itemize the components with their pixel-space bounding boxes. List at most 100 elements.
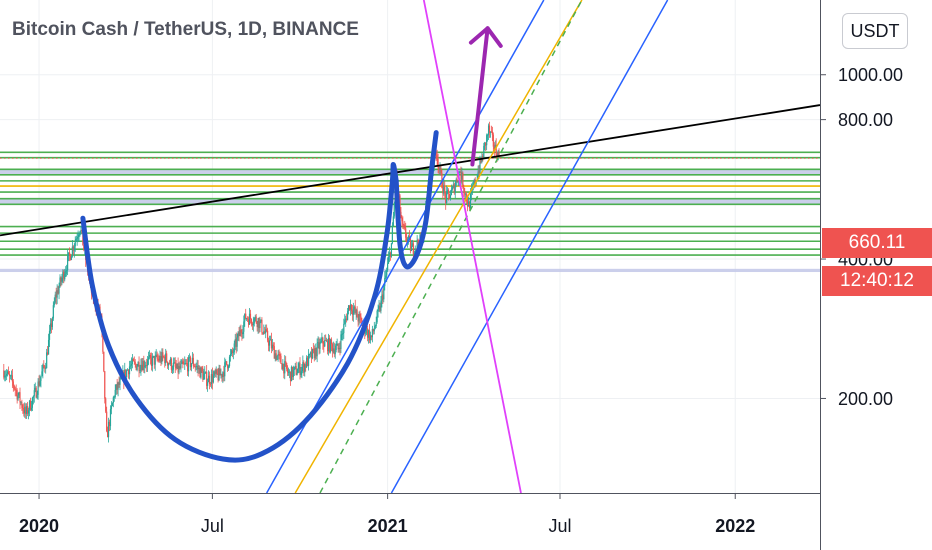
candle-body xyxy=(274,353,276,359)
candle-body xyxy=(299,363,301,376)
candle-body xyxy=(298,363,300,369)
candle-body xyxy=(44,366,46,369)
candle-body xyxy=(70,256,73,261)
projection-arrow-shaft xyxy=(470,26,490,167)
candle-body xyxy=(455,179,457,186)
candle-body xyxy=(315,348,317,357)
candle-body xyxy=(468,202,471,209)
last-price-badge: 660.11 xyxy=(822,228,932,258)
candle-body xyxy=(279,354,281,356)
candle-body xyxy=(48,330,51,340)
candle-body xyxy=(218,368,220,381)
candle-body xyxy=(357,317,359,322)
candle-body xyxy=(206,371,208,386)
candle-body xyxy=(312,348,314,350)
candle-body xyxy=(214,371,216,374)
candle-body xyxy=(198,367,200,370)
candle-body xyxy=(167,363,170,366)
candle-body xyxy=(41,371,43,377)
candle-body xyxy=(19,392,21,403)
candle-body xyxy=(389,252,392,257)
candle-body xyxy=(392,216,394,226)
candle-body xyxy=(331,344,333,352)
candle-body xyxy=(333,348,335,355)
time-tick-label: 2021 xyxy=(368,516,408,536)
candle-body xyxy=(77,236,79,239)
candle-body xyxy=(413,253,415,255)
candle-body xyxy=(257,318,259,328)
candle-body xyxy=(252,323,254,326)
candle-body xyxy=(178,366,180,373)
candle-body xyxy=(487,134,489,136)
candle-body xyxy=(406,237,408,242)
candle-body xyxy=(246,318,248,320)
candle-body xyxy=(102,332,104,352)
candle-body xyxy=(184,363,186,364)
candle-body xyxy=(154,355,156,365)
candle-body xyxy=(116,384,118,390)
candle-body xyxy=(185,363,187,364)
trendline-resistance xyxy=(0,104,821,237)
candle-body xyxy=(113,397,115,398)
candle-body xyxy=(247,318,249,320)
candle-body xyxy=(352,309,354,315)
candle-body xyxy=(253,318,255,324)
candle-body xyxy=(28,400,31,411)
candle-body xyxy=(83,245,85,250)
candle-body xyxy=(292,370,294,378)
candle-body xyxy=(365,332,367,334)
candle-body xyxy=(138,362,140,372)
candle-body xyxy=(106,411,108,431)
candle-body xyxy=(40,376,42,381)
candle-body xyxy=(151,356,153,366)
candle-body xyxy=(227,366,230,369)
candle-body xyxy=(452,184,454,188)
candle-body xyxy=(159,356,161,361)
candle-body xyxy=(370,335,373,338)
candle-body xyxy=(34,387,36,391)
candle-body xyxy=(474,179,476,184)
candle-body xyxy=(132,358,134,361)
candle-body xyxy=(224,362,226,377)
candle-body xyxy=(162,352,164,357)
candle-body xyxy=(49,323,52,331)
candle-body xyxy=(111,403,113,406)
candle-body xyxy=(272,344,274,347)
currency-button[interactable]: USDT xyxy=(842,13,908,49)
candle-body xyxy=(338,347,340,350)
candle-body xyxy=(286,362,288,369)
candle-body xyxy=(243,321,245,332)
candle-body xyxy=(416,240,418,249)
candle-body xyxy=(393,203,395,217)
candle-body xyxy=(22,407,24,410)
candle-body xyxy=(373,328,375,332)
candle-body xyxy=(490,131,493,133)
candle-body xyxy=(387,263,389,271)
candle-body xyxy=(160,356,162,363)
candle-body xyxy=(439,167,441,170)
candle-body xyxy=(182,361,184,364)
time-tick-label: Jul xyxy=(548,516,571,536)
candle-body xyxy=(273,346,275,359)
candle-body xyxy=(381,294,383,301)
candle-body xyxy=(295,366,297,375)
candle-body xyxy=(25,406,27,414)
candle-body xyxy=(275,353,277,360)
candle-body xyxy=(400,211,402,218)
candle-body xyxy=(349,304,352,310)
candle-body xyxy=(285,361,287,363)
candle-body xyxy=(456,179,458,183)
candle-body xyxy=(282,363,284,370)
candle-body xyxy=(155,354,157,356)
candle-body xyxy=(492,134,494,147)
candle-body xyxy=(460,171,462,180)
candle-body xyxy=(440,167,442,173)
candle-body xyxy=(127,369,129,371)
candle-body xyxy=(241,332,243,335)
candle-body xyxy=(129,365,132,367)
candle-body xyxy=(265,329,267,334)
projection-arrow-head xyxy=(468,26,503,48)
candle-body xyxy=(75,238,77,242)
candle-body xyxy=(383,286,385,300)
